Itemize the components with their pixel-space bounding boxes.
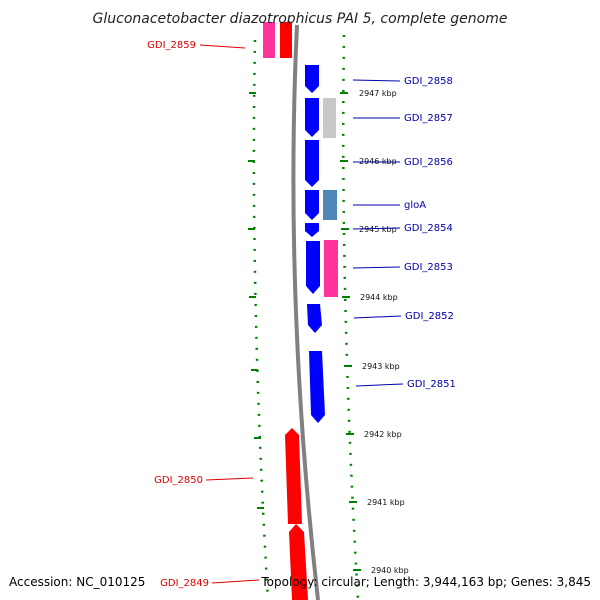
- cds-gdi-2849-arrow: [289, 524, 308, 600]
- forward-leader-lines: [352, 79, 404, 387]
- cds-gdi-2858-arrow: [305, 65, 319, 93]
- gene-label-gdi-2852: GDI_2852: [405, 311, 454, 322]
- cds-gdi-2857-arrow: [305, 98, 319, 137]
- reverse-leader-lines: [199, 44, 260, 584]
- topology-text: Topology: circular; Length: 3,944,163 bp…: [260, 575, 591, 589]
- inner-dotted-ring: [252, 39, 270, 600]
- cds-gdi-2853-arrow: [306, 241, 320, 294]
- cds-gdi-2852-arrow: [307, 304, 322, 333]
- gene-label-gdi-2854: GDI_2854: [404, 223, 453, 234]
- inner-tick-marks: [248, 92, 264, 509]
- gene-label-gdi-2857: GDI_2857: [404, 113, 453, 124]
- rrna-feature-middle: [324, 240, 338, 297]
- gene-label-gdi-2858: GDI_2858: [404, 76, 453, 87]
- genome-backbone-arc: [291, 24, 320, 600]
- map-title: Gluconacetobacter diazotrophicus PAI 5, …: [93, 11, 508, 27]
- gene-label-gdi-2850: GDI_2850: [154, 475, 203, 486]
- tick-label-2943: 2943 kbp: [362, 362, 400, 371]
- gene-label-gloa: gloA: [404, 200, 426, 211]
- cds-glox-arrow: [305, 190, 319, 220]
- tick-marks: [340, 92, 361, 571]
- cds-gdi-2851-arrow: [309, 351, 325, 423]
- gene-label-gdi-2853: GDI_2853: [404, 262, 453, 273]
- tick-label-2945: 2945 kbp: [359, 225, 397, 234]
- grey-feature: [323, 98, 336, 138]
- tick-label-2942: 2942 kbp: [364, 430, 402, 439]
- cds-gdi-2854-arrow: [305, 223, 319, 237]
- rrna-feature-top: [263, 22, 275, 58]
- gene-label-gdi-2851: GDI_2851: [407, 379, 456, 390]
- cds-gdi-2850-arrow: [285, 428, 302, 524]
- steel-feature: [323, 190, 337, 220]
- cds-gdi-2856-arrow: [305, 140, 319, 187]
- gene-label-gdi-2849: GDI_2849: [160, 578, 209, 589]
- gene-label-gdi-2856: GDI_2856: [404, 157, 453, 168]
- tick-label-2941: 2941 kbp: [367, 498, 405, 507]
- gene-label-gdi-2859: GDI_2859: [147, 40, 196, 51]
- tick-label-2944: 2944 kbp: [360, 293, 398, 302]
- tick-label-2940: 2940 kbp: [371, 566, 409, 575]
- tick-label-2947: 2947 kbp: [359, 89, 397, 98]
- accession-text: Accession: NC_010125: [9, 575, 145, 589]
- cds-gdi-2859-arrow: [280, 22, 292, 58]
